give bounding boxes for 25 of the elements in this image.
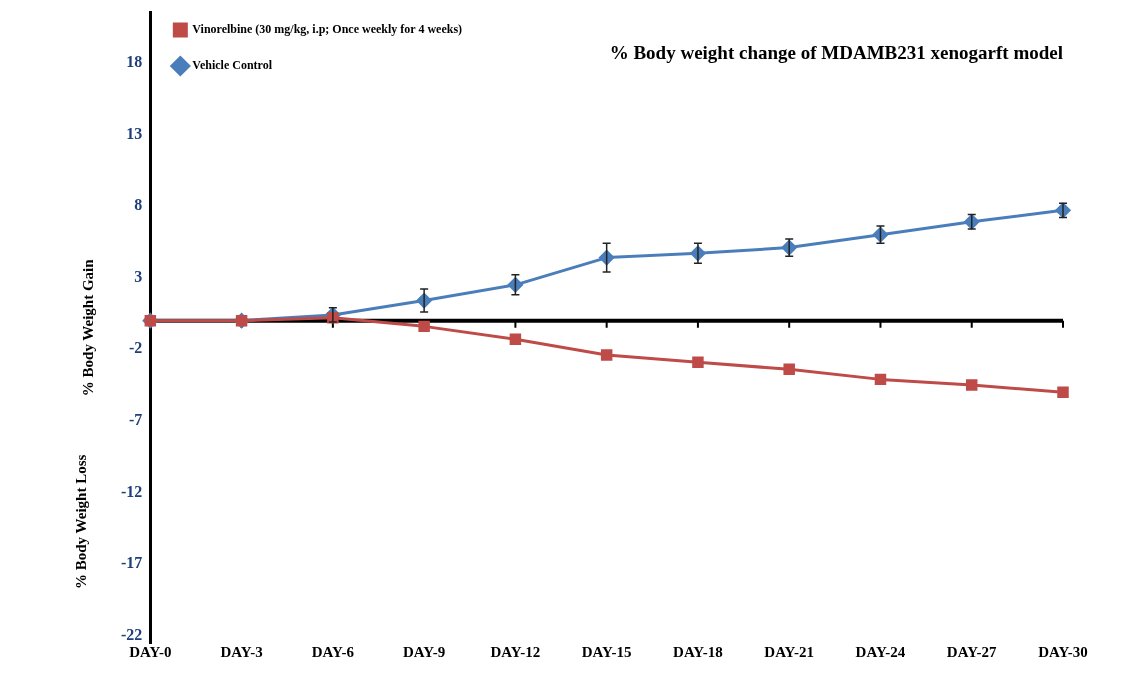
y-tick-label: -12 — [121, 482, 143, 500]
y-tick-label: 3 — [134, 267, 143, 285]
y-tick-label: -2 — [129, 339, 143, 357]
y-tick-label: 18 — [126, 52, 143, 70]
y-tick-label: -22 — [121, 625, 143, 643]
y-tick-label: -7 — [129, 411, 143, 429]
x-tick-label: DAY-0 — [129, 643, 172, 660]
y-axis-title: % Body Weight Gain — [79, 258, 96, 397]
x-tick-label: DAY-30 — [1038, 643, 1088, 660]
x-tick-label: DAY-9 — [403, 643, 446, 660]
x-tick-label: DAY-12 — [490, 643, 541, 660]
x-tick-label: DAY-3 — [220, 643, 263, 660]
text: % Body weight change of MDAMB231 xenogarft model — [609, 41, 1063, 63]
x-tick-label: DAY-21 — [764, 643, 815, 660]
y-tick-label: 8 — [134, 196, 143, 214]
x-tick-label: DAY-6 — [311, 643, 355, 660]
x-tick-label: DAY-18 — [673, 643, 723, 660]
x-tick-label: DAY-24 — [855, 643, 906, 660]
legend-label: Vehicle Control — [192, 58, 273, 73]
text: % Body Weight Loss — [72, 454, 89, 589]
x-tick-label: DAY-27 — [946, 643, 998, 660]
legend-label: Vinorelbine (30 mg/kg, i.p; Once weekly for 4 weeks) — [192, 22, 463, 37]
y-tick-label: 13 — [126, 124, 143, 142]
y-tick-label: -17 — [121, 554, 143, 572]
x-tick-label: DAY-15 — [581, 643, 632, 660]
